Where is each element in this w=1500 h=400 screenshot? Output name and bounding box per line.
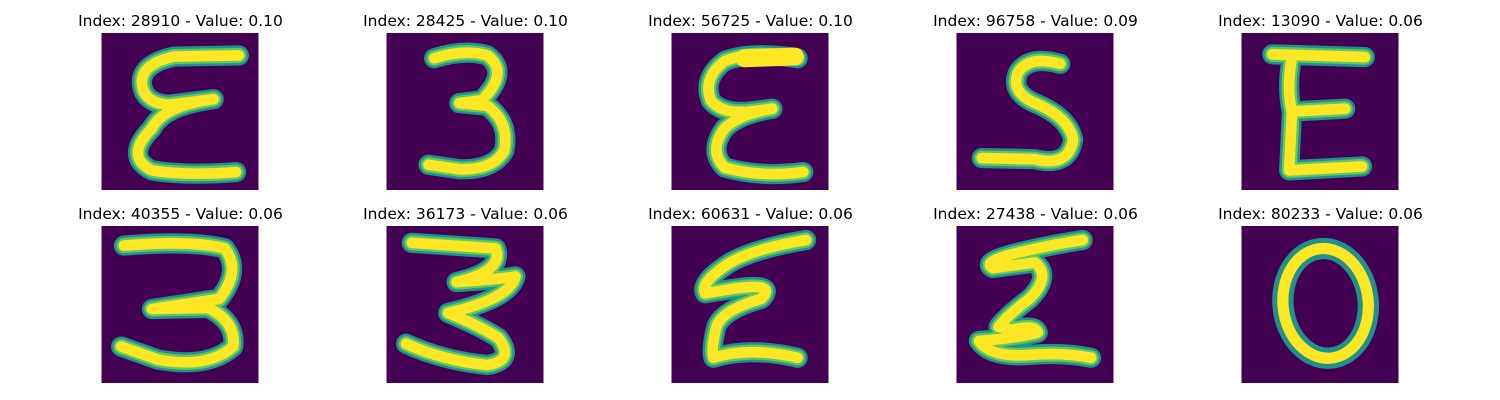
image-panel: Index: 40355 - Value: 0.06 bbox=[38, 203, 323, 383]
digit-image-svg bbox=[386, 226, 544, 383]
image-panel: Index: 80233 - Value: 0.06 bbox=[1178, 203, 1463, 383]
digit-stroke bbox=[423, 47, 511, 175]
digit-image-svg bbox=[386, 33, 544, 190]
image-panel: Index: 28425 - Value: 0.10 bbox=[323, 10, 608, 190]
panel-title: Index: 28425 - Value: 0.10 bbox=[363, 12, 568, 30]
digit-stroke bbox=[132, 50, 245, 179]
digit-stroke bbox=[115, 238, 239, 368]
digit-image bbox=[956, 226, 1114, 383]
digit-ring bbox=[1277, 242, 1374, 364]
digit-image-svg bbox=[1241, 226, 1399, 383]
digit-image bbox=[101, 226, 259, 383]
panel-title: Index: 36173 - Value: 0.06 bbox=[363, 205, 568, 223]
digit-image-svg bbox=[956, 226, 1114, 383]
digit-image bbox=[671, 33, 829, 190]
panel-title: Index: 60631 - Value: 0.06 bbox=[648, 205, 853, 223]
digit-image-svg bbox=[1241, 33, 1399, 190]
panel-title: Index: 27438 - Value: 0.06 bbox=[933, 205, 1138, 223]
image-panel: Index: 27438 - Value: 0.06 bbox=[893, 203, 1178, 383]
digit-stroke bbox=[976, 55, 1079, 167]
panel-title: Index: 40355 - Value: 0.06 bbox=[78, 205, 283, 223]
digit-image bbox=[1241, 226, 1399, 383]
digit-image bbox=[1241, 33, 1399, 190]
digit-image bbox=[671, 226, 829, 383]
digit-image-svg bbox=[101, 226, 259, 383]
image-panel: Index: 56725 - Value: 0.10 bbox=[608, 10, 893, 190]
digit-stroke bbox=[699, 234, 812, 364]
image-panel: Index: 13090 - Value: 0.06 bbox=[1178, 10, 1463, 190]
panel-title: Index: 96758 - Value: 0.09 bbox=[933, 12, 1138, 30]
digit-stroke bbox=[703, 49, 809, 180]
panel-title: Index: 80233 - Value: 0.06 bbox=[1218, 205, 1423, 223]
digit-image-svg bbox=[671, 226, 829, 383]
digit-image bbox=[956, 33, 1114, 190]
image-panel: Index: 28910 - Value: 0.10 bbox=[38, 10, 323, 190]
digit-stroke bbox=[1267, 48, 1371, 176]
panel-title: Index: 56725 - Value: 0.10 bbox=[648, 12, 853, 30]
digit-image bbox=[386, 226, 544, 383]
panel-title: Index: 28910 - Value: 0.10 bbox=[78, 12, 283, 30]
digit-image bbox=[386, 33, 544, 190]
digit-image-svg bbox=[101, 33, 259, 190]
digit-image bbox=[101, 33, 259, 190]
digit-stroke bbox=[973, 234, 1097, 364]
panel-title: Index: 13090 - Value: 0.06 bbox=[1218, 12, 1423, 30]
image-panel: Index: 36173 - Value: 0.06 bbox=[323, 203, 608, 383]
image-panel: Index: 96758 - Value: 0.09 bbox=[893, 10, 1178, 190]
digit-stroke-heavy bbox=[735, 47, 804, 68]
image-panel: Index: 60631 - Value: 0.06 bbox=[608, 203, 893, 383]
digit-image-svg bbox=[671, 33, 829, 190]
digit-image-svg bbox=[956, 33, 1114, 190]
digit-stroke bbox=[400, 237, 521, 371]
